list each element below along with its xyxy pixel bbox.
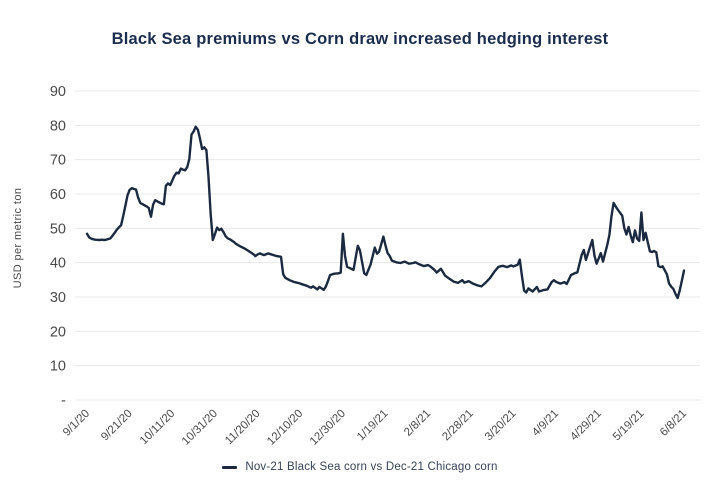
x-tick-label: 4/29/21 (568, 408, 604, 444)
legend-dash-icon (222, 465, 238, 469)
y-tick-label: 10 (50, 359, 66, 375)
x-tick-label: 4/9/21 (530, 408, 561, 439)
x-tick-label: 12/10/20 (265, 408, 305, 448)
x-tick-label: 11/20/20 (223, 408, 263, 448)
x-tick-label: 9/21/20 (99, 408, 135, 444)
chart-title: Black Sea premiums vs Corn draw increase… (111, 30, 609, 48)
y-tick-label: 70 (50, 153, 66, 169)
legend: Nov-21 Black Sea corn vs Dec-21 Chicago … (0, 461, 720, 473)
x-tick-label: 10/11/20 (138, 408, 178, 448)
x-tick-label: 12/30/20 (308, 408, 348, 448)
y-tick-label: 90 (50, 84, 66, 100)
x-tick-label: 9/1/20 (61, 408, 92, 439)
x-tick-label: 1/19/21 (355, 408, 391, 444)
x-tick-label: 6/8/21 (658, 408, 689, 439)
x-tick-label: 2/28/21 (440, 408, 476, 444)
plot-area: 90 80 70 60 50 40 30 20 10 -9/1/20 9/21/20 10/11/20… (50, 84, 700, 448)
legend-label: Nov-21 Black Sea corn vs Dec-21 Chicago … (245, 461, 498, 473)
x-tick-label: 3/20/21 (483, 408, 519, 444)
y-tick-label: 50 (50, 221, 66, 237)
y-tick-label: 40 (50, 256, 66, 272)
y-tick-label: - (61, 393, 66, 409)
y-tick-label: 30 (50, 290, 66, 306)
y-tick-label: 80 (50, 118, 66, 134)
x-tick-label: 10/31/20 (180, 408, 220, 448)
series-line (85, 125, 686, 300)
y-tick-label: 60 (50, 187, 66, 203)
y-tick-label: 20 (50, 324, 66, 340)
x-tick-label: 2/8/21 (402, 408, 433, 439)
x-tick-label: 5/19/21 (611, 408, 647, 444)
